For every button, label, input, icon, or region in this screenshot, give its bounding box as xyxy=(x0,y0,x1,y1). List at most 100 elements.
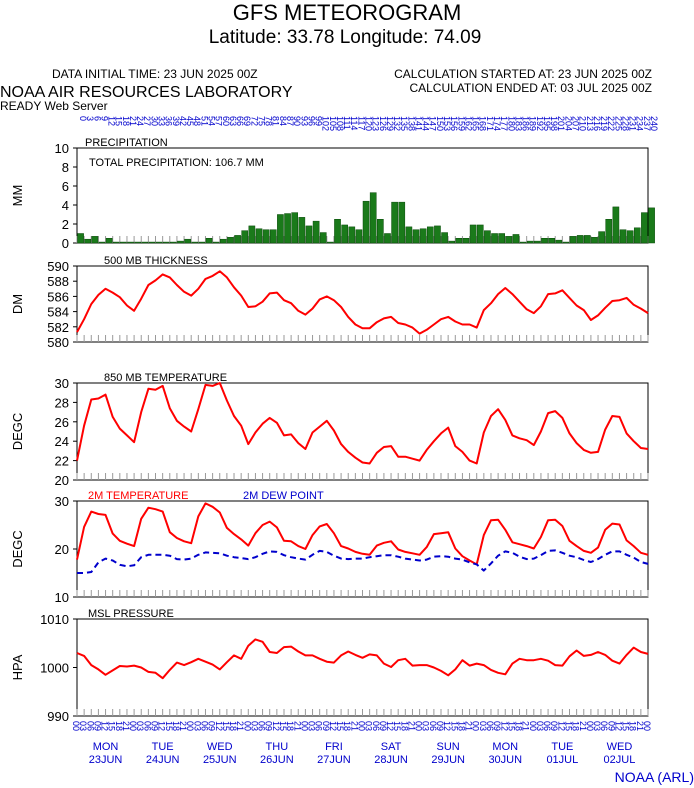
bottom-hour-label: 09 xyxy=(435,721,445,731)
precip-bar xyxy=(355,229,363,244)
chart-marks: 0369121518212427303336394245485154576063… xyxy=(10,116,659,766)
top-hour-label: 69 xyxy=(242,116,252,126)
bottom-hour-label: 06 xyxy=(314,721,324,731)
bottom-hour-label: 09 xyxy=(606,721,616,731)
precip-bar xyxy=(269,229,277,244)
bottom-hour-label: 06 xyxy=(485,721,495,731)
top-hour-label: 18 xyxy=(121,116,131,126)
footer-credit: NOAA (ARL) xyxy=(615,769,694,785)
top-hour-label: 159 xyxy=(456,116,466,131)
precip-bar xyxy=(626,230,634,244)
bottom-hour-label: 15 xyxy=(449,721,459,731)
top-hour-label: 141 xyxy=(413,116,423,131)
y-tick-label: 22 xyxy=(55,454,69,469)
bottom-hour-label: 15 xyxy=(335,721,345,731)
y-tick-label: 990 xyxy=(47,709,69,724)
date-label: 01JUL xyxy=(546,754,578,766)
bottom-hour-label: 00 xyxy=(414,721,424,731)
precip-bar xyxy=(348,226,356,244)
bottom-hour-label: 09 xyxy=(492,721,502,731)
precip-bar xyxy=(434,225,441,244)
bottom-hour-label: 21 xyxy=(178,721,188,731)
precip-bar xyxy=(412,229,420,244)
top-hour-label: 66 xyxy=(235,116,245,126)
precip-bar xyxy=(576,235,584,244)
day-of-week-label: MON xyxy=(93,741,119,753)
top-hour-label: 138 xyxy=(406,116,416,131)
y-axis-label: DEGC xyxy=(10,530,25,568)
precip-bar xyxy=(155,241,163,244)
top-hour-label: 75 xyxy=(256,116,266,126)
top-hour-label: 171 xyxy=(485,116,495,131)
top-hour-label: 6 xyxy=(92,116,102,121)
precip-bar xyxy=(469,224,477,244)
precip-bar xyxy=(555,239,563,244)
top-hour-label: 222 xyxy=(606,116,616,131)
day-of-week-label: SUN xyxy=(437,741,460,753)
top-hour-label: 54 xyxy=(206,116,216,126)
precip-bar xyxy=(291,212,299,244)
top-hour-label: 93 xyxy=(299,116,309,126)
top-hour-label: 45 xyxy=(185,116,195,126)
panel-title: PRECIPITATION xyxy=(85,137,168,149)
precip-bar xyxy=(241,230,249,244)
bottom-hour-label: 06 xyxy=(199,721,209,731)
precip-bar xyxy=(220,238,227,244)
precip-bar xyxy=(377,219,384,244)
y-tick-label: 584 xyxy=(47,305,69,320)
top-hour-label: 21 xyxy=(128,116,138,126)
bottom-hour-label: 12 xyxy=(499,721,509,731)
bottom-hour-label: 18 xyxy=(171,721,181,731)
precip-bar xyxy=(648,207,655,244)
y-tick-label: 0 xyxy=(62,236,69,251)
bottom-hour-label: 03 xyxy=(192,721,202,731)
y-tick-label: 20 xyxy=(55,473,69,488)
precip-bar xyxy=(120,241,127,244)
bottom-hour-label: 03 xyxy=(249,721,259,731)
day-of-week-label: THU xyxy=(266,741,289,753)
precip-bar xyxy=(77,233,84,244)
precip-bar xyxy=(277,214,284,244)
precip-bar xyxy=(462,238,470,244)
bottom-hour-label: 12 xyxy=(442,721,452,731)
bottom-hour-label: 09 xyxy=(321,721,331,731)
panel-frame xyxy=(76,265,649,343)
precip-bar xyxy=(491,233,498,244)
bottom-hour-label: 03 xyxy=(135,721,145,731)
chart-subtitle: Latitude: 33.78 Longitude: 74.09 xyxy=(209,27,482,48)
y-tick-label: 588 xyxy=(47,274,69,289)
precip-bar xyxy=(255,228,263,244)
bottom-hour-label: 15 xyxy=(563,721,573,731)
precip-bar xyxy=(127,241,134,244)
top-hour-label: 51 xyxy=(199,116,209,126)
top-hour-label: 78 xyxy=(264,116,274,126)
date-label: 23JUN xyxy=(89,754,123,766)
precip-bar xyxy=(398,201,406,244)
top-hour-label: 63 xyxy=(228,116,238,126)
top-hour-label: 72 xyxy=(249,116,259,126)
bottom-hour-label: 12 xyxy=(556,721,566,731)
precip-bar xyxy=(441,232,448,244)
series-line xyxy=(76,638,649,680)
top-hour-label: 201 xyxy=(556,116,566,131)
top-hour-label: 87 xyxy=(285,116,295,126)
bottom-hour-label: 15 xyxy=(221,721,231,731)
precip-bar xyxy=(227,237,234,244)
bottom-hour-label: 15 xyxy=(164,721,174,731)
precip-bar xyxy=(212,241,220,244)
top-hour-label: 111 xyxy=(342,116,352,130)
top-hour-label: 57 xyxy=(214,116,224,126)
bottom-hour-label: 12 xyxy=(613,721,623,731)
precip-bar xyxy=(170,241,177,244)
y-axis-label: MM xyxy=(10,185,25,207)
bottom-hour-label: 03 xyxy=(592,721,602,731)
bottom-hour-label: 00 xyxy=(242,721,252,731)
precip-bar xyxy=(141,241,149,244)
top-hour-label: 96 xyxy=(306,116,316,126)
bottom-hour-label: 06 xyxy=(599,721,609,731)
top-hour-label: 135 xyxy=(399,116,409,131)
y-tick-label: 10 xyxy=(55,141,69,156)
bottom-hour-label: 12 xyxy=(214,721,224,731)
top-hour-label: 177 xyxy=(499,116,509,131)
